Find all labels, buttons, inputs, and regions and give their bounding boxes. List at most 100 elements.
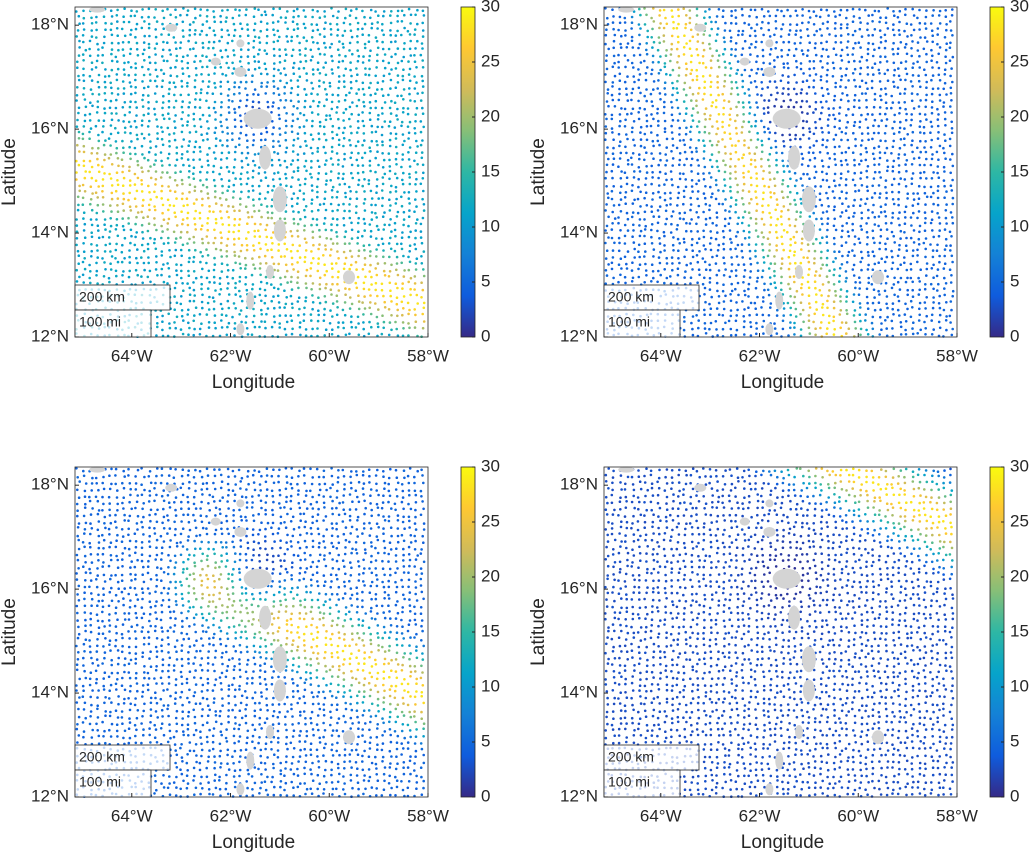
data-dot bbox=[357, 307, 361, 311]
data-dot bbox=[192, 241, 196, 244]
data-dot bbox=[198, 106, 202, 109]
data-dot bbox=[129, 125, 133, 128]
data-dot bbox=[818, 151, 822, 154]
data-dot bbox=[214, 86, 217, 89]
data-dot bbox=[324, 228, 328, 232]
data-dot bbox=[697, 268, 701, 272]
data-dot bbox=[610, 267, 614, 271]
data-dot bbox=[421, 177, 425, 180]
data-dot bbox=[75, 35, 78, 38]
data-dot bbox=[949, 249, 952, 252]
data-dot bbox=[676, 267, 680, 271]
data-dot bbox=[246, 171, 249, 174]
data-dot bbox=[943, 133, 946, 136]
data-dot bbox=[337, 117, 340, 121]
data-dot bbox=[795, 66, 799, 69]
data-dot bbox=[123, 34, 127, 38]
data-dot bbox=[291, 119, 295, 123]
data-dot bbox=[194, 209, 197, 213]
data-dot bbox=[389, 132, 393, 135]
data-dot bbox=[160, 137, 164, 141]
data-dot bbox=[88, 170, 91, 174]
data-dot bbox=[841, 254, 844, 258]
data-dot bbox=[231, 276, 235, 280]
data-dot bbox=[380, 87, 384, 91]
data-dot bbox=[394, 172, 397, 176]
data-dot bbox=[839, 85, 842, 88]
data-dot bbox=[420, 42, 424, 45]
data-dot bbox=[388, 158, 391, 162]
data-dot bbox=[331, 14, 335, 18]
data-dot bbox=[323, 53, 326, 56]
data-dot bbox=[194, 306, 198, 310]
data-dot bbox=[264, 262, 268, 265]
data-dot bbox=[910, 182, 914, 186]
data-dot bbox=[278, 177, 282, 181]
data-dot bbox=[858, 120, 862, 124]
data-dot bbox=[912, 192, 915, 195]
data-dot bbox=[917, 184, 921, 188]
data-dot bbox=[400, 9, 404, 13]
data-dot bbox=[395, 268, 398, 272]
data-dot bbox=[663, 65, 667, 69]
data-dot bbox=[808, 67, 811, 71]
data-dot bbox=[115, 27, 119, 30]
data-dot bbox=[884, 185, 887, 189]
data-dot bbox=[129, 100, 132, 103]
data-dot bbox=[324, 244, 327, 247]
data-dot bbox=[402, 171, 405, 175]
data-dot bbox=[341, 34, 345, 37]
data-dot bbox=[414, 113, 418, 116]
data-dot bbox=[253, 88, 257, 91]
data-dot bbox=[81, 137, 85, 141]
data-dot bbox=[709, 158, 712, 162]
data-dot bbox=[930, 218, 934, 221]
data-dot bbox=[664, 222, 667, 226]
data-dot bbox=[336, 250, 339, 253]
data-dot bbox=[728, 29, 732, 33]
data-dot bbox=[865, 106, 868, 109]
data-dot bbox=[292, 222, 296, 225]
data-dot bbox=[318, 301, 322, 305]
data-dot bbox=[937, 176, 941, 179]
data-dot bbox=[220, 178, 223, 181]
data-dot bbox=[361, 301, 364, 304]
data-dot bbox=[919, 120, 922, 123]
data-dot bbox=[134, 152, 137, 156]
data-dot bbox=[675, 47, 679, 51]
data-dot bbox=[142, 41, 146, 44]
data-dot bbox=[631, 87, 635, 91]
data-dot bbox=[645, 48, 648, 52]
data-dot bbox=[233, 111, 237, 114]
data-dot bbox=[691, 35, 695, 39]
data-dot bbox=[663, 192, 667, 195]
data-dot bbox=[140, 132, 144, 136]
data-dot bbox=[370, 218, 374, 221]
data-dot bbox=[387, 152, 391, 155]
data-dot bbox=[799, 67, 803, 71]
data-dot bbox=[240, 299, 244, 303]
data-dot bbox=[146, 247, 150, 251]
data-dot bbox=[821, 106, 824, 109]
data-dot bbox=[703, 196, 707, 200]
data-dot bbox=[912, 198, 916, 201]
data-dot bbox=[898, 146, 902, 150]
data-dot bbox=[265, 41, 269, 45]
data-dot bbox=[695, 182, 698, 186]
data-dot bbox=[141, 170, 144, 174]
data-dot bbox=[226, 132, 229, 135]
data-dot bbox=[724, 152, 727, 155]
data-dot bbox=[239, 249, 243, 253]
data-dot bbox=[149, 280, 152, 284]
data-dot bbox=[828, 33, 831, 36]
data-dot bbox=[878, 72, 881, 75]
data-dot bbox=[122, 192, 125, 195]
data-dot bbox=[729, 237, 732, 241]
data-dot bbox=[740, 73, 744, 77]
data-dot bbox=[396, 334, 400, 338]
data-dot bbox=[840, 235, 843, 239]
data-dot bbox=[612, 138, 615, 141]
data-dot bbox=[766, 106, 770, 109]
data-dot bbox=[355, 67, 358, 70]
data-dot bbox=[865, 169, 868, 173]
